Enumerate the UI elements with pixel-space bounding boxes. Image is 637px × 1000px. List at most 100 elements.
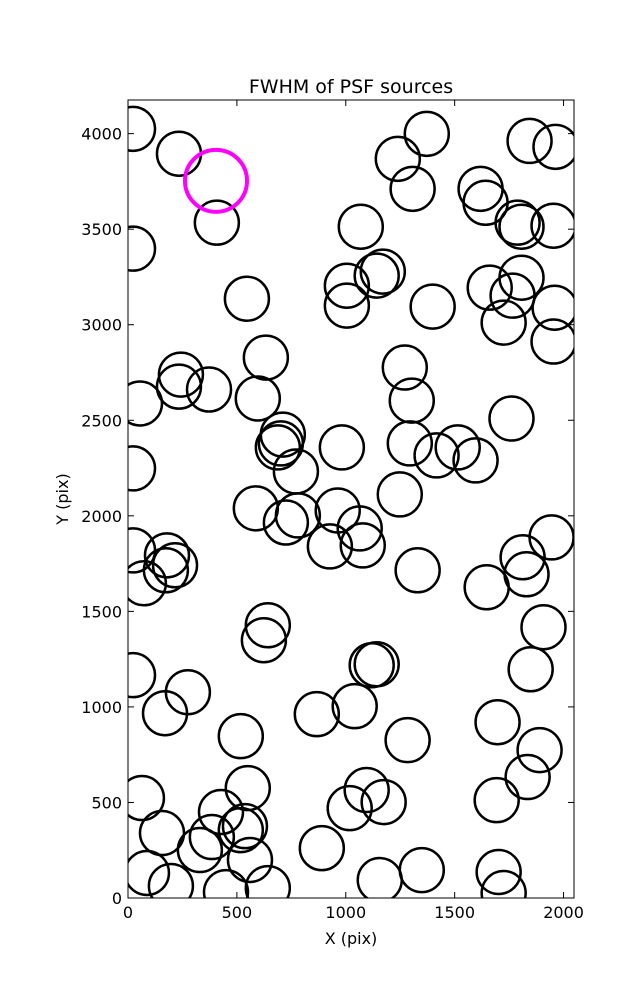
psf-source <box>306 523 354 570</box>
psf-source <box>499 534 546 581</box>
psf-source <box>374 135 422 183</box>
psf-source <box>138 809 186 857</box>
psf-source <box>182 147 249 214</box>
psf-source <box>343 766 390 814</box>
psf-source <box>188 813 236 861</box>
x-tick-label: 500 <box>222 903 253 922</box>
psf-source <box>475 848 522 896</box>
psf-source <box>359 248 407 295</box>
psf-source <box>128 849 171 897</box>
x-tick-label: 0 <box>123 903 133 922</box>
psf-source <box>353 252 400 299</box>
psf-source <box>360 778 407 826</box>
psf-source <box>326 784 373 832</box>
psf-source <box>128 651 157 699</box>
x-tick-label: 1500 <box>434 903 475 922</box>
psf-source <box>488 395 535 442</box>
psf-source <box>389 165 436 213</box>
psf-source <box>242 334 290 381</box>
psf-source <box>473 776 520 824</box>
psf-source <box>298 824 346 872</box>
psf-source <box>480 299 527 346</box>
psf-source <box>516 726 563 774</box>
psf-source <box>353 641 400 688</box>
psf-source <box>504 753 551 801</box>
psf-source <box>240 616 288 664</box>
psf-source <box>336 505 383 552</box>
y-tick-label: 1500 <box>81 602 122 621</box>
psf-source <box>434 424 481 471</box>
psf-source <box>474 698 521 746</box>
y-tick-label: 2000 <box>81 507 122 526</box>
psf-source <box>339 522 387 569</box>
psf-source <box>202 868 250 898</box>
psf-source <box>403 110 451 158</box>
plot-area <box>128 105 574 898</box>
psf-source <box>234 375 282 422</box>
psf-source <box>147 862 195 898</box>
x-tick-label: 1000 <box>325 903 366 922</box>
psf-source <box>157 351 205 398</box>
psf-source <box>217 806 265 854</box>
psf-source <box>128 105 157 153</box>
psf-source <box>128 560 168 607</box>
y-tick-label: 2500 <box>81 411 122 430</box>
psf-source <box>293 690 341 738</box>
y-tick-label: 0 <box>112 889 122 908</box>
psf-source <box>452 437 499 484</box>
psf-source <box>381 344 429 391</box>
psf-source <box>463 564 510 611</box>
psf-source <box>530 202 574 249</box>
psf-source <box>489 272 536 319</box>
psf-source <box>193 199 241 246</box>
psf-source <box>197 788 245 836</box>
x-tick-label: 2000 <box>543 903 584 922</box>
psf-source <box>223 275 271 322</box>
psf-source <box>498 203 545 250</box>
psf-source <box>394 547 441 594</box>
psf-source <box>143 532 191 579</box>
y-tick-label: 500 <box>91 793 122 812</box>
psf-source <box>254 424 302 471</box>
psf-source <box>337 203 385 250</box>
psf-source <box>142 547 190 594</box>
y-tick-label: 3000 <box>81 316 122 335</box>
psf-source <box>480 869 527 898</box>
psf-source <box>384 716 431 764</box>
y-tick-label: 4000 <box>81 125 122 144</box>
psf-source <box>409 283 456 330</box>
psf-source <box>466 264 513 311</box>
psf-source <box>331 682 378 730</box>
y-tick-label: 1000 <box>81 698 122 717</box>
psf-source <box>185 366 233 413</box>
psf-source <box>151 542 199 589</box>
axes-frame <box>127 99 575 899</box>
psf-source <box>262 499 310 546</box>
psf-source <box>141 689 189 737</box>
psf-source <box>323 282 371 329</box>
psf-source <box>244 864 292 898</box>
x-axis-label: X (pix) <box>325 929 378 948</box>
chart-title: FWHM of PSF sources <box>249 76 453 98</box>
psf-source <box>176 826 224 874</box>
psf-source <box>356 856 403 898</box>
psf-source <box>520 603 567 651</box>
psf-source <box>531 284 574 331</box>
psf-source <box>494 199 541 246</box>
psf-source <box>128 774 166 822</box>
psf-source <box>244 602 292 649</box>
psf-source <box>226 836 274 884</box>
psf-source <box>506 117 553 165</box>
psf-source <box>323 262 371 309</box>
y-tick-label: 3500 <box>81 220 122 239</box>
psf-source <box>221 802 269 850</box>
psf-source <box>388 377 436 424</box>
psf-source <box>257 420 305 467</box>
psf-source <box>376 471 424 518</box>
psf-source <box>413 432 460 479</box>
psf-source <box>217 712 265 760</box>
y-axis-label: Y (pix) <box>53 473 72 525</box>
psf-source <box>128 445 157 492</box>
